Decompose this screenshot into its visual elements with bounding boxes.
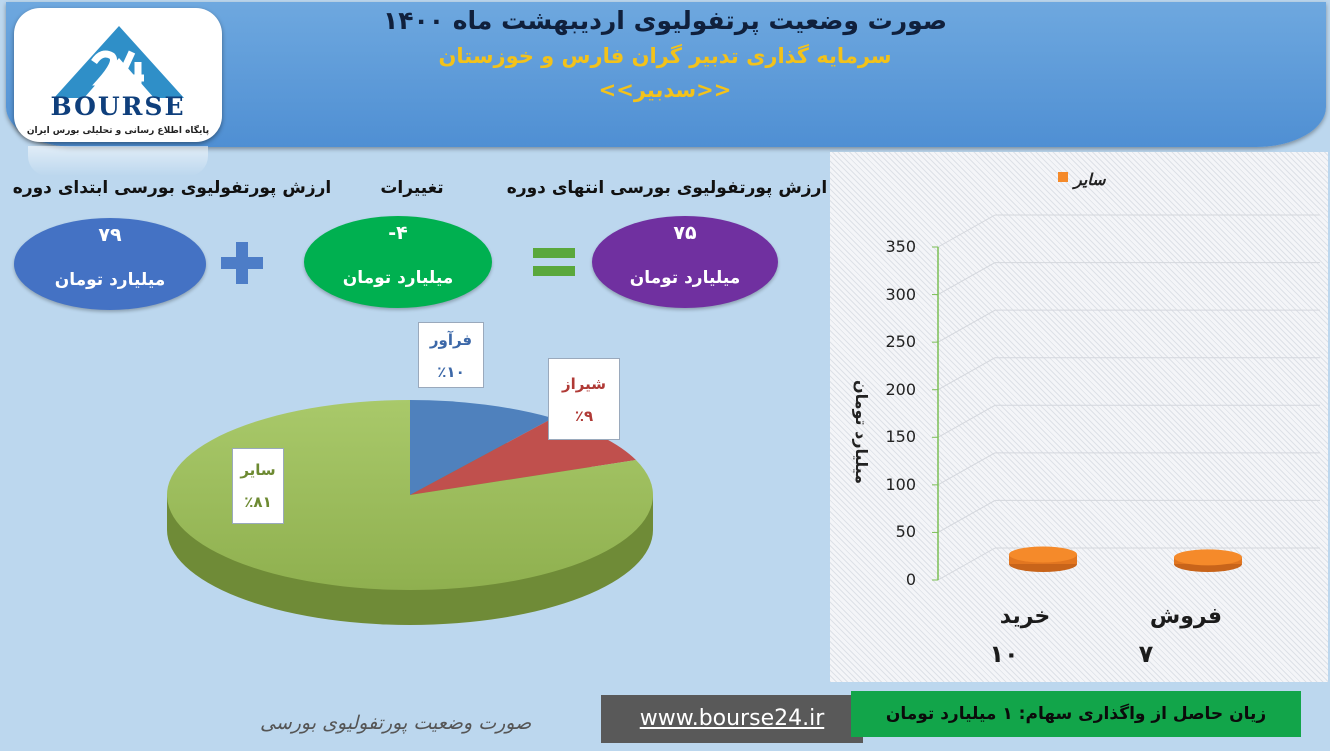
gridline-diag <box>937 547 996 581</box>
buy-value-label: ۱۰ <box>989 640 1019 668</box>
bourse24-logo: BOURSE پایگاه اطلاع رسانی و تحلیلی بورس … <box>14 8 222 142</box>
page-title: صورت وضعیت پرتفولیوی اردیبهشت ماه ۱۴۰۰ <box>383 6 947 35</box>
footer-caption: صورت وضعیت پورتفولیوی بورسی <box>260 712 532 734</box>
x-category-sell: فروش <box>1149 604 1222 629</box>
start-value-unit: میلیارد تومان <box>54 270 166 290</box>
plus-icon-vertical <box>236 242 248 284</box>
y-tick-label: 50 <box>895 522 916 542</box>
pie-slice-faravar <box>410 400 553 495</box>
y-tick-label: 250 <box>885 332 916 352</box>
y-tick-label: 350 <box>885 237 916 256</box>
gridline-diag <box>937 357 996 391</box>
pie-label-other-percent: ٪۸۱ <box>244 493 272 511</box>
website-link[interactable]: www.bourse24.ir <box>639 706 825 731</box>
logo-reflection <box>28 146 208 176</box>
trade-bar-chart-panel <box>830 152 1328 682</box>
pie-slice-other <box>166 400 654 590</box>
pie-label-faravar: فرآور ٪۱۰ <box>418 322 484 388</box>
sell-value-label: ۷ <box>1138 640 1154 668</box>
end-value-label: ارزش پورتفولیوی بورسی انتهای دوره <box>506 178 828 198</box>
pie-label-shiraz-percent: ٪۹ <box>574 407 594 425</box>
ticker-symbol: <<سدبیر>> <box>598 78 732 102</box>
x-category-buy: خرید <box>999 604 1051 629</box>
pie-label-faravar-percent: ٪۱۰ <box>437 363 465 381</box>
y-tick-label: 100 <box>885 474 916 494</box>
gridline-diag <box>937 499 996 533</box>
equals-icon <box>533 248 575 258</box>
gridline-diag <box>937 214 996 248</box>
gridline-diag <box>937 262 996 296</box>
pie-label-other: سایر ٪۸۱ <box>232 448 284 524</box>
gridline-diag <box>937 452 996 486</box>
y-tick-label: 200 <box>885 379 916 399</box>
bar-sell <box>1174 549 1242 572</box>
pie-label-other-name: سایر <box>240 461 276 479</box>
website-link-box[interactable]: www.bourse24.ir <box>601 695 863 743</box>
y-axis-label: میلیارد تومان <box>852 379 871 485</box>
logo-tagline: پایگاه اطلاع رسانی و تحلیلی بورس ایران <box>26 126 210 136</box>
pie-label-faravar-name: فرآور <box>429 331 473 349</box>
change-label: تغییرات <box>380 178 444 198</box>
pie-label-shiraz-name: شیراز <box>562 375 606 393</box>
logo-mountain-icon <box>54 26 184 98</box>
end-value: ۷۵ <box>673 222 697 244</box>
legend-swatch <box>1058 172 1068 182</box>
y-tick-label: 150 <box>885 427 916 447</box>
start-value-oval: ۷۹ میلیارد تومان <box>14 218 206 310</box>
y-tick-label: 300 <box>885 284 916 304</box>
change-unit: میلیارد تومان <box>342 268 454 288</box>
equals-icon-lower <box>533 266 575 276</box>
trade-bar-chart <box>932 172 1320 581</box>
change-oval: -۴ میلیارد تومان <box>304 216 492 308</box>
pie-label-shiraz: شیراز ٪۹ <box>548 358 620 440</box>
logo-wordmark: BOURSE <box>50 92 186 121</box>
gridline-diag <box>937 404 996 438</box>
portfolio-pie-chart <box>166 400 654 625</box>
gridline-diag <box>937 309 996 343</box>
loss-summary-box: زیان حاصل از واگذاری سهام: ۱ میلیارد توم… <box>851 691 1301 737</box>
company-name: سرمایه گذاری تدبیر گران فارس و خوزستان <box>438 44 892 68</box>
start-value: ۷۹ <box>98 224 122 246</box>
start-value-label: ارزش پورتفولیوی بورسی ابتدای دوره <box>12 178 332 198</box>
y-tick-label: 0 <box>905 570 916 589</box>
bar-buy <box>1009 546 1077 572</box>
change-value: -۴ <box>388 222 408 244</box>
header-banner <box>6 2 1326 147</box>
end-value-unit: میلیارد تومان <box>629 268 741 288</box>
end-value-oval: ۷۵ میلیارد تومان <box>592 216 778 308</box>
legend-label: سایر <box>1074 170 1106 189</box>
